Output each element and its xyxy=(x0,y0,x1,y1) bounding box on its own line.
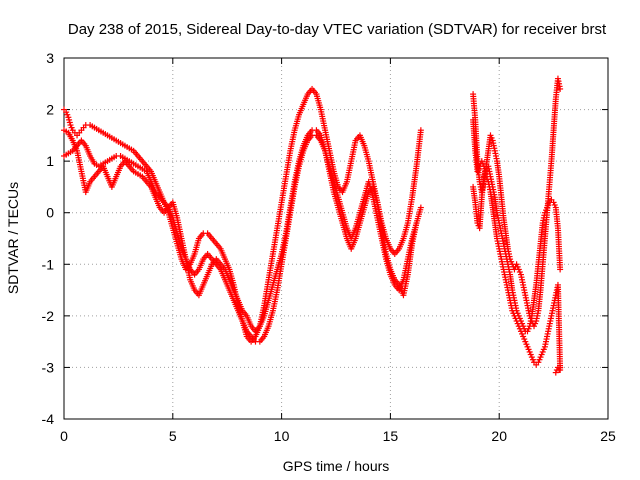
y-tick-label: -2 xyxy=(42,308,55,324)
data-points xyxy=(61,75,564,376)
y-tick-label: 3 xyxy=(46,50,54,66)
x-tick-label: 15 xyxy=(383,428,399,444)
x-axis-label: GPS time / hours xyxy=(283,458,390,474)
y-tick-label: -3 xyxy=(42,359,55,375)
chart-title: Day 238 of 2015, Sidereal Day-to-day VTE… xyxy=(68,21,607,38)
y-axis-label: SDTVAR / TECUs xyxy=(5,182,21,294)
data-point xyxy=(417,204,424,211)
x-tick-label: 0 xyxy=(60,428,68,444)
y-tick-label: 1 xyxy=(46,153,54,169)
y-tick-label: -4 xyxy=(42,411,55,427)
plot-frame xyxy=(63,57,609,420)
x-tick-label: 5 xyxy=(169,428,177,444)
axis-ticks xyxy=(63,57,609,420)
data-point xyxy=(417,127,424,134)
x-tick-label: 10 xyxy=(274,428,290,444)
y-tick-label: 2 xyxy=(46,102,54,118)
grid-lines xyxy=(64,58,608,419)
data-point xyxy=(413,220,420,227)
y-tick-label: 0 xyxy=(46,205,54,221)
y-tick-label: -1 xyxy=(42,256,55,272)
axis-tick-labels: 0 5 10 15 20 25 -4 -3 -2 -1 0 1 2 3 xyxy=(42,50,616,444)
x-tick-label: 20 xyxy=(491,428,507,444)
x-tick-label: 25 xyxy=(600,428,616,444)
